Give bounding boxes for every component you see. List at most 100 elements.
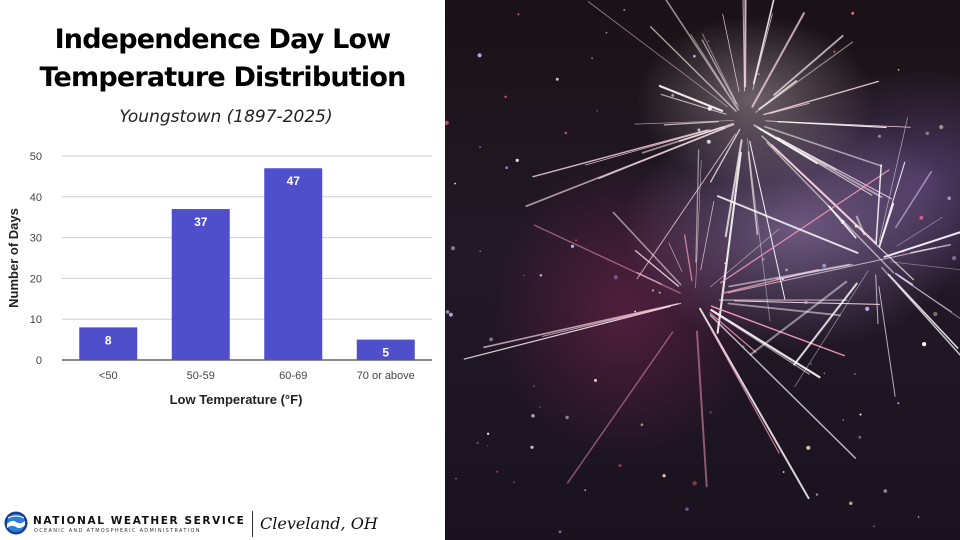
firework-spark [479, 146, 481, 149]
firework-streak [634, 249, 680, 287]
firework-streak [636, 133, 736, 280]
firework-spark [709, 411, 712, 414]
firework-streak [764, 125, 883, 167]
firework-streak [695, 149, 700, 263]
firework-spark [901, 250, 905, 253]
firework-streak [887, 273, 959, 349]
firework-streak [763, 80, 880, 116]
y-tick-label: 0 [36, 355, 42, 367]
firework-spark [512, 481, 515, 484]
firework-streak [728, 263, 851, 288]
bar [79, 327, 138, 360]
firework-spark [613, 275, 618, 280]
firework-streak [758, 80, 798, 110]
firework-streak [727, 302, 841, 317]
firework-spark [531, 414, 535, 418]
firework-streak [896, 216, 943, 247]
firework-spark [849, 501, 853, 505]
firework-streak [881, 266, 960, 357]
firework-streak [665, 0, 740, 111]
firework-streak [525, 123, 735, 208]
x-tick-label: <50 [99, 370, 118, 382]
firework-streak [587, 1, 728, 108]
firework-spark [618, 464, 622, 468]
firework-spark [859, 413, 862, 416]
firework-spark [651, 289, 655, 292]
firework-streak [752, 0, 775, 85]
firework-spark [897, 69, 900, 71]
firework-streak [898, 275, 960, 320]
firework-streak [668, 242, 683, 273]
firework-streak [794, 270, 869, 387]
office-name: Cleveland, OH [260, 514, 378, 533]
firework-streak [878, 286, 896, 397]
firework-streak [897, 285, 960, 356]
firework-streak [612, 211, 682, 286]
firework-streak [709, 314, 857, 459]
firework-spark [917, 516, 920, 518]
firework-spark [947, 196, 951, 201]
firework-streak [710, 228, 780, 288]
firework-spark [489, 337, 493, 342]
firework-streak [758, 127, 818, 165]
firework-streak [777, 121, 887, 129]
firework-streak [663, 120, 719, 126]
firework-streak [710, 305, 846, 357]
firework-spark [873, 525, 875, 528]
firework-spark [504, 95, 507, 99]
firework-streak [700, 201, 715, 271]
firework-spark [539, 406, 541, 408]
firework-spark [685, 507, 689, 512]
firework-streak [890, 261, 960, 271]
footer-divider [252, 511, 253, 537]
firework-spark [445, 310, 450, 314]
y-tick-label: 10 [30, 314, 42, 326]
firework-spark [505, 166, 508, 169]
chart-title-line-2: Temperature Distribution [39, 62, 406, 93]
firework-spark [658, 291, 661, 294]
firework-streak [710, 329, 780, 454]
firework-streak [749, 280, 848, 356]
firework-streak [897, 275, 952, 313]
firework-streak [755, 41, 854, 113]
firework-streak [793, 282, 858, 366]
firework-streak [722, 13, 740, 92]
firework-spark [575, 239, 577, 242]
firework-spark [858, 435, 862, 439]
firework-spark [806, 445, 811, 450]
firework-spark [833, 50, 836, 53]
firework-spark [925, 131, 930, 136]
firework-streak [696, 330, 708, 488]
chart-title-line-1: Independence Day Low [54, 24, 392, 55]
bar [171, 209, 230, 360]
firework-streak [615, 308, 661, 321]
firework-spark [605, 31, 608, 34]
fireworks-illustration [445, 0, 960, 534]
firework-streak [709, 128, 741, 183]
x-tick-label: 70 or above [357, 370, 415, 382]
firework-streak [716, 195, 859, 254]
firework-spark [449, 312, 453, 317]
agency-subtitle: OCEANIC AND ATMOSPHERIC ADMINISTRATION [34, 528, 201, 534]
firework-streak [749, 140, 786, 300]
firework-spark [804, 300, 808, 305]
firework-spark [785, 268, 788, 272]
firework-spark [922, 342, 927, 347]
firework-streak [752, 13, 773, 91]
firework-spark [477, 53, 482, 58]
firework-spark [515, 158, 519, 162]
firework-spark [479, 250, 481, 253]
firework-streak [770, 144, 877, 244]
firework-streak [566, 331, 674, 484]
firework-streak [883, 231, 960, 258]
y-tick-label: 20 [30, 273, 42, 285]
firework-streak [878, 117, 909, 243]
firework-streak [894, 272, 914, 286]
firework-streak [769, 102, 810, 115]
firework-spark [951, 255, 957, 261]
firework-spark [842, 419, 845, 421]
firework-spark [454, 182, 456, 185]
firework-spark [533, 385, 535, 387]
firework-streak [878, 202, 895, 248]
firework-spark [445, 120, 449, 125]
